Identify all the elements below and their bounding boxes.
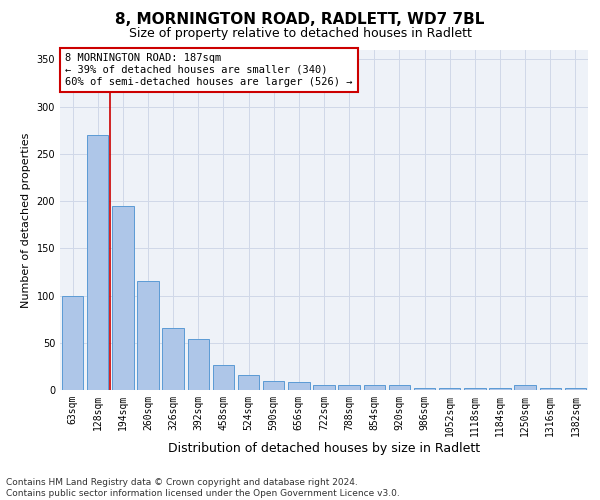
Bar bbox=[188, 339, 209, 390]
Bar bbox=[464, 388, 485, 390]
Bar bbox=[238, 375, 259, 390]
Text: 8, MORNINGTON ROAD, RADLETT, WD7 7BL: 8, MORNINGTON ROAD, RADLETT, WD7 7BL bbox=[115, 12, 485, 28]
Bar bbox=[62, 296, 83, 390]
Bar bbox=[414, 388, 435, 390]
Text: Contains HM Land Registry data © Crown copyright and database right 2024.
Contai: Contains HM Land Registry data © Crown c… bbox=[6, 478, 400, 498]
Text: Size of property relative to detached houses in Radlett: Size of property relative to detached ho… bbox=[128, 28, 472, 40]
X-axis label: Distribution of detached houses by size in Radlett: Distribution of detached houses by size … bbox=[168, 442, 480, 454]
Text: 8 MORNINGTON ROAD: 187sqm
← 39% of detached houses are smaller (340)
60% of semi: 8 MORNINGTON ROAD: 187sqm ← 39% of detac… bbox=[65, 54, 353, 86]
Bar bbox=[565, 388, 586, 390]
Bar bbox=[389, 386, 410, 390]
Bar bbox=[213, 364, 234, 390]
Bar bbox=[364, 386, 385, 390]
Bar bbox=[112, 206, 134, 390]
Bar bbox=[313, 386, 335, 390]
Bar bbox=[288, 382, 310, 390]
Bar bbox=[539, 388, 561, 390]
Bar bbox=[338, 386, 360, 390]
Bar bbox=[137, 282, 158, 390]
Bar bbox=[263, 380, 284, 390]
Bar bbox=[490, 388, 511, 390]
Y-axis label: Number of detached properties: Number of detached properties bbox=[21, 132, 31, 308]
Bar bbox=[87, 135, 109, 390]
Bar bbox=[439, 388, 460, 390]
Bar bbox=[514, 386, 536, 390]
Bar bbox=[163, 328, 184, 390]
